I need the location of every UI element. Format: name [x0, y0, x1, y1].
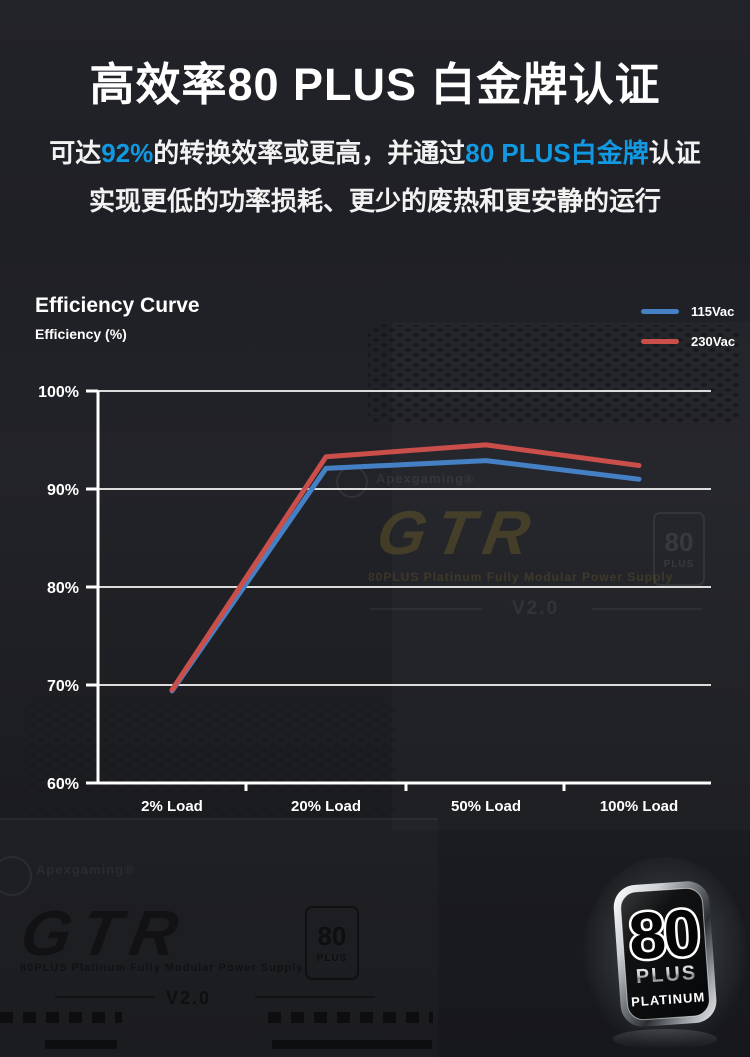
subtitle-line-1: 可达92%的转换效率或更高，并通过80 PLUS白金牌认证	[0, 136, 750, 170]
watermark-tagline: 80PLUS Platinum Fully Modular Power Supp…	[368, 570, 674, 584]
badge-reflection	[613, 1029, 717, 1049]
chart-legend: 115Vac 230Vac	[641, 304, 737, 364]
watermark-badge-plus: PLUS	[663, 558, 695, 570]
svg-text:90%: 90%	[47, 482, 79, 499]
watermark-badge-number: 80	[317, 920, 347, 951]
watermark-version: V2.0	[166, 988, 212, 1008]
badge-80-text: 80	[626, 895, 700, 974]
page-title: 高效率80 PLUS 白金牌认证	[89, 59, 661, 110]
subtitle-text: 的转换效率或更高，并通过	[153, 138, 466, 168]
subtitle-highlight-80plus: 80 PLUS白金牌	[465, 138, 649, 168]
watermark-version: V2.0	[512, 598, 560, 619]
psu-vent-bar	[272, 1040, 432, 1049]
bottom-psu-photo: Apexgaming® GTR 80 PLUS 80PLUS Platinum …	[0, 818, 438, 1057]
legend-label-230vac: 230Vac	[691, 334, 736, 349]
80-plus-platinum-badge: 80 PLUS PLATINUM	[583, 857, 747, 1049]
watermark-gtr-logo: GTR	[371, 499, 545, 568]
svg-text:70%: 70%	[47, 678, 79, 695]
legend-item-230vac: 230Vac	[641, 334, 737, 349]
psu-fan-grille-pattern-faint	[25, 700, 395, 820]
watermark-brand-text: Apexgaming®	[376, 471, 475, 486]
watermark-badge-number: 80	[664, 526, 694, 557]
subtitle-text: 可达	[49, 138, 102, 168]
psu-vent-bar	[45, 1040, 117, 1049]
legend-label-115vac: 115Vac	[691, 304, 735, 319]
watermark-brand-text: Apexgaming®	[36, 862, 135, 877]
subtitle-highlight-92: 92%	[101, 138, 154, 168]
chart-y-axis-caption: Efficiency (%)	[35, 326, 127, 342]
watermark-deco-line	[55, 996, 155, 998]
badge-plus-text: PLUS	[635, 962, 698, 988]
badge-platinum-text: PLATINUM	[631, 989, 706, 1009]
watermark-gtr-logo: GTR	[15, 897, 194, 969]
watermark-deco-line	[592, 608, 702, 610]
watermark-deco-line	[370, 608, 482, 610]
watermark-tagline: 80PLUS Platinum Fully Modular Power Supp…	[20, 962, 304, 974]
apexgaming-logo-icon	[336, 466, 368, 498]
watermark-deco-line	[255, 996, 375, 998]
legend-item-115vac: 115Vac	[641, 304, 737, 319]
subtitle-line-2: 实现更低的功率损耗、更少的废热和更安静的运行	[88, 186, 661, 216]
svg-text:100%: 100%	[38, 384, 79, 401]
svg-text:80%: 80%	[47, 580, 79, 597]
watermark-badge-plus: PLUS	[316, 952, 348, 964]
watermark-80plus-badge: 80 PLUS	[305, 906, 359, 980]
apexgaming-logo-icon	[0, 856, 32, 896]
watermark-80plus-badge: 80 PLUS	[653, 512, 705, 586]
badge-sheen	[620, 888, 710, 1020]
legend-swatch-115vac	[641, 309, 679, 314]
subtitle-text: 认证	[648, 138, 701, 168]
psu-modular-connectors	[0, 1012, 122, 1023]
chart-title: Efficiency Curve	[35, 294, 200, 317]
psu-modular-connectors	[268, 1012, 433, 1023]
legend-swatch-230vac	[641, 339, 679, 344]
